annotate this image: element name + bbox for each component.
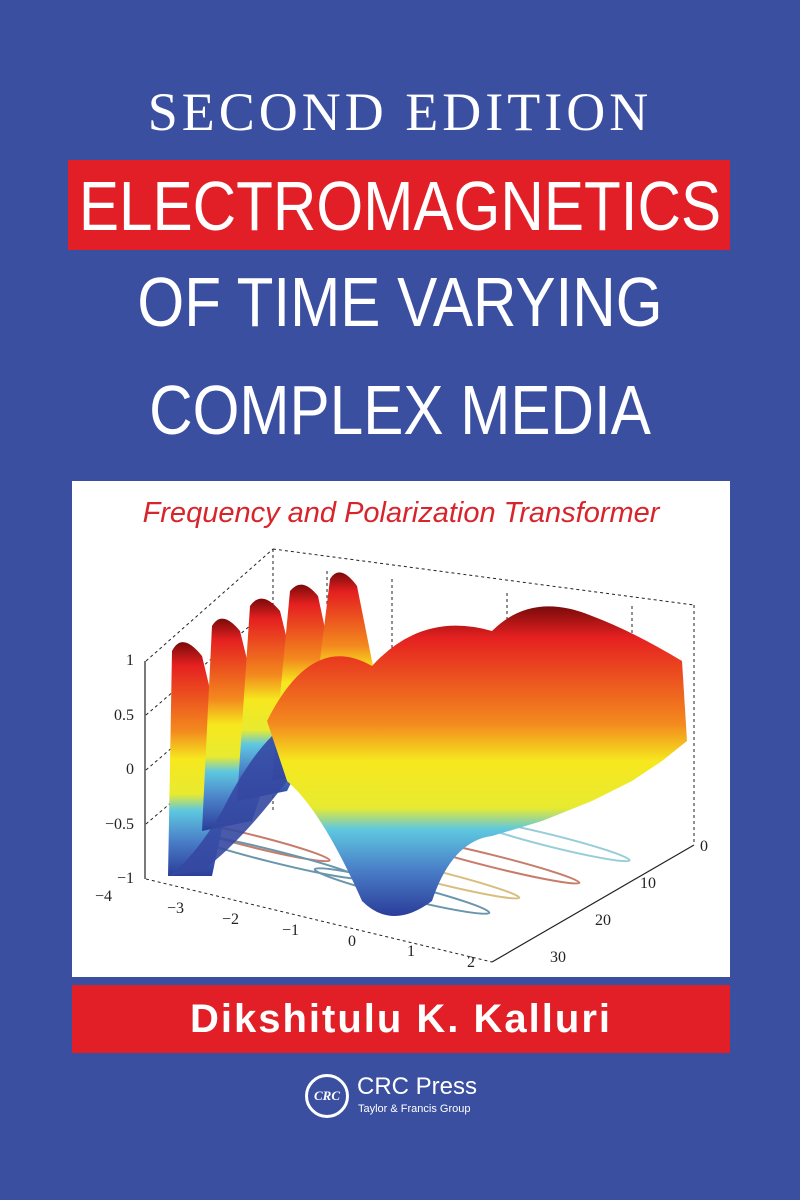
edition-label: SECOND EDITION (147, 82, 653, 142)
surface-front-wave (267, 606, 687, 916)
z-tick: 1 (126, 652, 134, 669)
x-tick-labels: −4 −3 −2 −1 0 1 2 (95, 888, 475, 971)
x-tick: 0 (348, 933, 356, 950)
y-axis (491, 844, 695, 963)
title-line-3: COMPLEX MEDIA (149, 371, 651, 449)
title-line-1: ELECTROMAGNETICS (78, 167, 722, 245)
z-tick: 0 (126, 761, 134, 778)
z-tick: 0.5 (114, 707, 134, 724)
z-tick: −1 (117, 870, 134, 887)
x-tick: −2 (222, 911, 239, 928)
y-tick: 20 (595, 912, 611, 929)
x-tick: 2 (467, 954, 475, 971)
y-tick-labels: 0 10 20 30 (550, 838, 708, 966)
title-line-2: OF TIME VARYING (137, 263, 663, 341)
surface-plot: 1 0.5 0 −0.5 −1 −4 −3 −2 −1 0 1 2 0 10 2… (95, 548, 708, 971)
z-tick-labels: 1 0.5 0 −0.5 −1 (105, 652, 134, 887)
surface-trough (168, 736, 287, 876)
author-name: Dikshitulu K. Kalluri (189, 997, 613, 1041)
title-highlight-bar (68, 160, 730, 250)
x-tick: 1 (407, 943, 415, 960)
y-tick: 0 (700, 838, 708, 855)
z-tick: −0.5 (105, 816, 134, 833)
x-tick: −1 (282, 922, 299, 939)
x-tick: −3 (167, 900, 184, 917)
y-tick: 10 (640, 875, 656, 892)
author-bar: Dikshitulu K. Kalluri (72, 985, 730, 1053)
x-tick: −4 (95, 888, 112, 905)
publisher-name: CRC Press (357, 1073, 478, 1100)
subtitle: Frequency and Polarization Transformer (142, 497, 660, 529)
publisher-logo: CRC CRC Press Taylor & Francis Group (305, 1070, 545, 1130)
y-tick: 30 (550, 949, 566, 966)
publisher-group: Taylor & Francis Group (358, 1103, 471, 1115)
cover-illustration-panel: Frequency and Polarization Transformer (72, 481, 730, 977)
crc-logo-icon: CRC (305, 1074, 349, 1118)
